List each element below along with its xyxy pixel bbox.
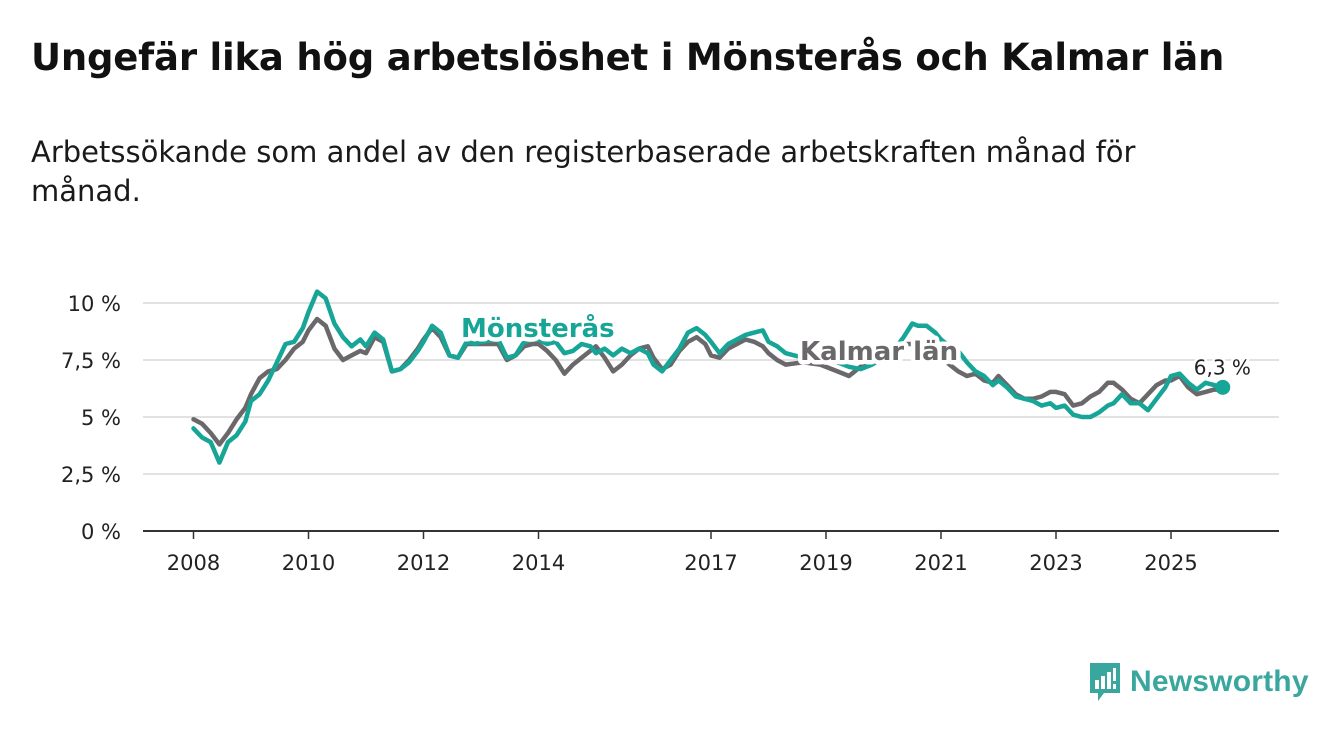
x-tick-label: 2023 [1029, 551, 1082, 575]
y-tick-label: 2,5 % [61, 463, 121, 487]
x-tick-label: 2021 [914, 551, 967, 575]
series-line-monsteras [191, 289, 1226, 465]
end-point-marker [1215, 379, 1231, 395]
brand-name: Newsworthy [1130, 665, 1309, 698]
y-tick-label: 10 % [68, 292, 121, 316]
y-tick-label: 0 % [81, 520, 121, 544]
x-tick-label: 2010 [282, 551, 335, 575]
y-tick-label: 5 % [81, 406, 121, 430]
x-tick-label: 2019 [799, 551, 852, 575]
chart-title: Ungefär lika hög arbetslöshet i Mönsterå… [31, 36, 1225, 79]
series-line-kalmar [191, 316, 1226, 447]
x-tick-label: 2017 [684, 551, 737, 575]
y-tick-label: 7,5 % [61, 349, 121, 373]
newsworthy-logo-icon [1090, 663, 1120, 701]
x-tick-label: 2014 [512, 551, 565, 575]
x-tick-label: 2012 [397, 551, 450, 575]
x-tick-label: 2025 [1144, 551, 1197, 575]
newsworthy-brand[interactable]: Newsworthy [1088, 660, 1318, 704]
end-value-label: 6,3 % [1194, 355, 1251, 379]
series-label-monsteras: Mönsterås [461, 312, 615, 344]
chart-subtitle: Arbetssökande som andel av den registerb… [31, 135, 1136, 208]
x-tick-label: 2008 [167, 551, 220, 575]
series-label-kalmar: Kalmar län [800, 337, 958, 367]
